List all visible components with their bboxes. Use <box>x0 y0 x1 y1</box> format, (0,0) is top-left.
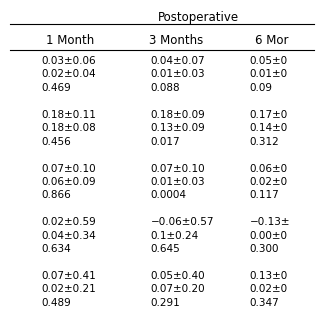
Text: 0.866: 0.866 <box>42 190 71 200</box>
Text: 0.456: 0.456 <box>42 137 71 147</box>
Text: 1 Month: 1 Month <box>46 34 94 47</box>
Text: 0.04±0.07: 0.04±0.07 <box>150 56 205 66</box>
Text: 0.03±0.06: 0.03±0.06 <box>42 56 96 66</box>
Text: 0.291: 0.291 <box>150 298 180 308</box>
Text: 3 Months: 3 Months <box>149 34 203 47</box>
Text: 0.06±0.09: 0.06±0.09 <box>42 177 96 187</box>
Text: 0.01±0.03: 0.01±0.03 <box>150 69 205 79</box>
Text: 0.00±0: 0.00±0 <box>250 231 288 241</box>
Text: 0.07±0.10: 0.07±0.10 <box>42 164 96 173</box>
Text: 0.18±0.08: 0.18±0.08 <box>42 123 96 133</box>
Text: 0.117: 0.117 <box>250 190 279 200</box>
Text: 0.09: 0.09 <box>250 83 273 93</box>
Text: 0.13±0.09: 0.13±0.09 <box>150 123 205 133</box>
Text: 0.489: 0.489 <box>42 298 71 308</box>
Text: 0.634: 0.634 <box>42 244 71 254</box>
Text: 0.14±0: 0.14±0 <box>250 123 288 133</box>
Text: 0.347: 0.347 <box>250 298 279 308</box>
Text: 0.088: 0.088 <box>150 83 180 93</box>
Text: 0.02±0.21: 0.02±0.21 <box>42 284 96 294</box>
Text: 6 Mor: 6 Mor <box>255 34 289 47</box>
Text: 0.645: 0.645 <box>150 244 180 254</box>
Text: 0.02±0: 0.02±0 <box>250 177 288 187</box>
Text: 0.07±0.20: 0.07±0.20 <box>150 284 205 294</box>
Text: 0.06±0: 0.06±0 <box>250 164 288 173</box>
Text: Postoperative: Postoperative <box>158 11 239 24</box>
Text: 0.13±0: 0.13±0 <box>250 271 288 281</box>
Text: 0.300: 0.300 <box>250 244 279 254</box>
Text: −0.06±0.57: −0.06±0.57 <box>150 217 214 227</box>
Text: −0.13±: −0.13± <box>250 217 290 227</box>
Text: 0.05±0: 0.05±0 <box>250 56 288 66</box>
Text: 0.07±0.10: 0.07±0.10 <box>150 164 205 173</box>
Text: 0.02±0: 0.02±0 <box>250 284 288 294</box>
Text: 0.01±0.03: 0.01±0.03 <box>150 177 205 187</box>
Text: 0.02±0.04: 0.02±0.04 <box>42 69 96 79</box>
Text: 0.1±0.24: 0.1±0.24 <box>150 231 199 241</box>
Text: 0.04±0.34: 0.04±0.34 <box>42 231 96 241</box>
Text: 0.18±0.09: 0.18±0.09 <box>150 110 205 120</box>
Text: 0.17±0: 0.17±0 <box>250 110 288 120</box>
Text: 0.05±0.40: 0.05±0.40 <box>150 271 205 281</box>
Text: 0.07±0.41: 0.07±0.41 <box>42 271 96 281</box>
Text: 0.01±0: 0.01±0 <box>250 69 288 79</box>
Text: 0.18±0.11: 0.18±0.11 <box>42 110 96 120</box>
Text: 0.312: 0.312 <box>250 137 279 147</box>
Text: 0.017: 0.017 <box>150 137 180 147</box>
Text: 0.469: 0.469 <box>42 83 71 93</box>
Text: 0.02±0.59: 0.02±0.59 <box>42 217 96 227</box>
Text: 0.0004: 0.0004 <box>150 190 186 200</box>
